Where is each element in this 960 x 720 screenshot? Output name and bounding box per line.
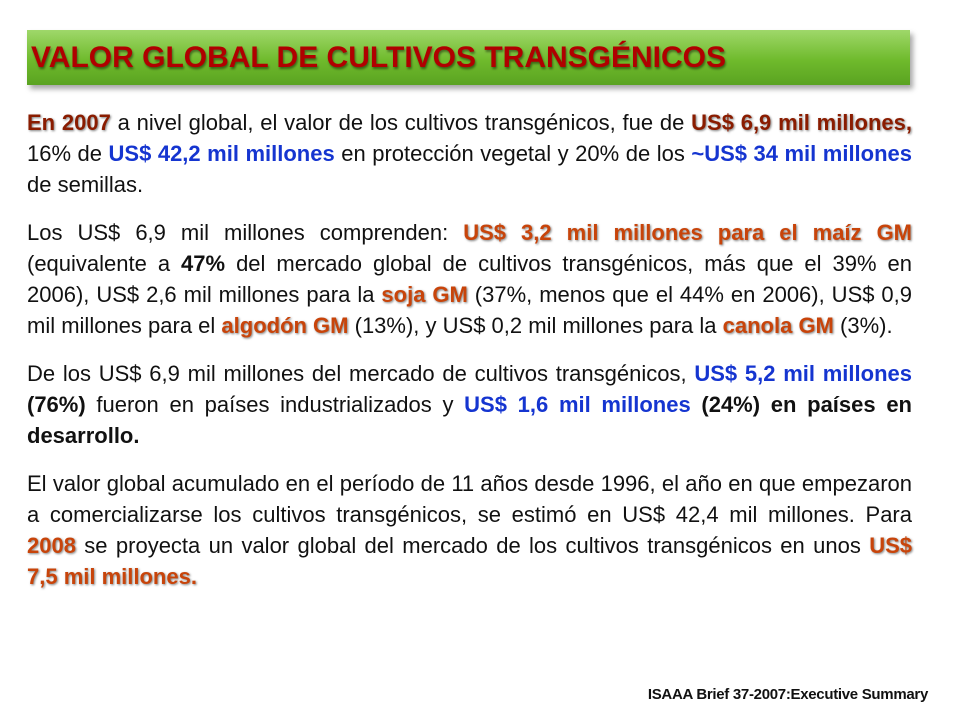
text-run: (76%) <box>27 392 86 417</box>
text-run: 47% <box>181 251 226 276</box>
text-run: (equivalente a <box>27 251 182 276</box>
text-run: canola GM <box>722 313 834 338</box>
paragraph: De los US$ 6,9 mil millones del mercado … <box>27 358 912 451</box>
text-run: En 2007 <box>27 110 111 135</box>
text-run: en protección vegetal y 20% de los <box>334 141 692 166</box>
text-run: fueron en países industrializados y <box>85 392 465 417</box>
text-run: US$ 42,2 mil millones <box>108 141 335 166</box>
text-run: (24%) en países en desarrollo. <box>27 392 912 448</box>
text-run: US$ 6,9 mil millones, <box>691 110 912 135</box>
text-run: del mercado global de cultivos transgéni… <box>27 251 912 307</box>
text-run: US$ 3,2 mil millones para el maíz GM <box>463 220 913 245</box>
paragraph: El valor global acumulado en el período … <box>27 468 912 592</box>
text-run: ~US$ 34 mil millones <box>691 141 913 166</box>
text-run: US$ 7,5 mil millones. <box>27 533 912 589</box>
text-run: US$ 5,2 mil millones <box>694 361 912 386</box>
slide-body: En 2007 a nivel global, el valor de los … <box>27 107 912 609</box>
text-run: (13%), y US$ 0,2 mil millones para la <box>348 313 723 338</box>
text-run: a nivel global, el valor de los cultivos… <box>110 110 692 135</box>
paragraph: Los US$ 6,9 mil millones comprenden: US$… <box>27 217 912 341</box>
text-run: algodón GM <box>221 313 349 338</box>
text-run: 2008 <box>27 533 76 558</box>
text-run: De los US$ 6,9 mil millones del mercado … <box>27 361 695 386</box>
text-run: soja GM <box>381 282 468 307</box>
text-run: se proyecta un valor global del mercado … <box>75 533 870 558</box>
text-run: de semillas. <box>27 172 144 197</box>
text-run: (37%, menos que el 44% en 2006), US$ 0,9… <box>27 282 913 338</box>
footer: ISAAA Brief 37-2007:Executive Summary <box>647 686 928 703</box>
text-run: Los US$ 6,9 mil millones comprenden: <box>27 220 464 245</box>
text-run: US$ 1,6 mil millones <box>464 392 691 417</box>
text-run: 16% de <box>27 141 109 166</box>
text-run: El valor global acumulado en el período … <box>27 471 912 527</box>
paragraph: En 2007 a nivel global, el valor de los … <box>27 107 912 200</box>
slide-title: VALOR GLOBAL DE CULTIVOS TRANSGÉNICOS <box>27 30 910 85</box>
text-run: (3%). <box>833 313 893 338</box>
